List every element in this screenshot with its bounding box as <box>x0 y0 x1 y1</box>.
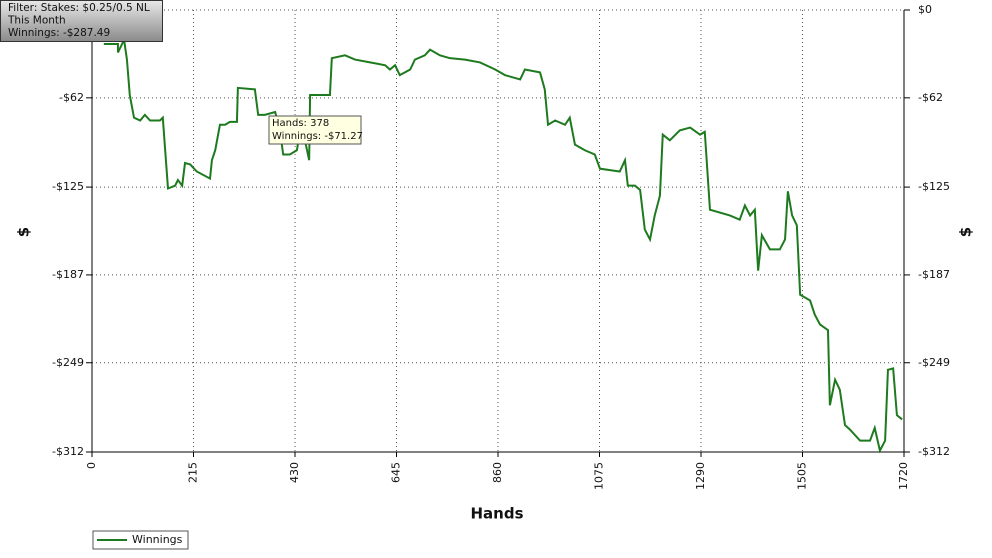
y-axis-label: $ <box>15 227 33 237</box>
x-tick-label: 1720 <box>897 462 910 490</box>
y2-tick-label: $0 <box>918 3 932 16</box>
x-tick-label: 1075 <box>593 462 606 490</box>
tooltip-text: Winnings: -$71.27 <box>272 131 363 142</box>
tooltip: Hands: 378 Winnings: -$71.27 <box>268 115 363 145</box>
y-tick-label: -$125 <box>52 180 84 193</box>
filter-text: This Month <box>7 15 66 27</box>
x-tick-label: 430 <box>288 462 301 483</box>
y2-axis-label: $ <box>957 227 975 237</box>
y-tick-label: -$62 <box>59 91 84 104</box>
x-tick-label: 1290 <box>694 462 707 490</box>
y-tick-label: -$249 <box>52 356 84 369</box>
y2-tick-label: -$187 <box>918 268 950 281</box>
legend-label: Winnings <box>132 533 183 546</box>
x-axis-label: Hands <box>470 505 523 523</box>
x-tick-label: 1505 <box>796 462 809 490</box>
y2-tick-label: -$312 <box>918 445 950 458</box>
filter-text: Filter: Stakes: $0.25/0.5 NL <box>8 2 150 14</box>
y2-tick-label: -$249 <box>918 356 950 369</box>
x-tick-label: 860 <box>491 462 504 483</box>
x-tick-label: 645 <box>390 462 403 483</box>
y-tick-label: -$312 <box>52 445 84 458</box>
tooltip-box <box>268 115 362 145</box>
legend: Winnings <box>92 530 189 550</box>
series-line <box>103 36 903 454</box>
y2-tick-label: -$125 <box>918 180 950 193</box>
y2-tick-label: -$62 <box>918 91 943 104</box>
tooltip-text: Hands: 378 <box>272 118 329 129</box>
legend-box <box>92 530 189 550</box>
y-tick-label: -$187 <box>52 268 84 281</box>
x-tick-label: 215 <box>187 462 200 483</box>
filter-text: Winnings: -$287.49 <box>8 27 110 39</box>
filter-bg <box>0 0 163 42</box>
x-tick-label: 0 <box>85 462 98 469</box>
